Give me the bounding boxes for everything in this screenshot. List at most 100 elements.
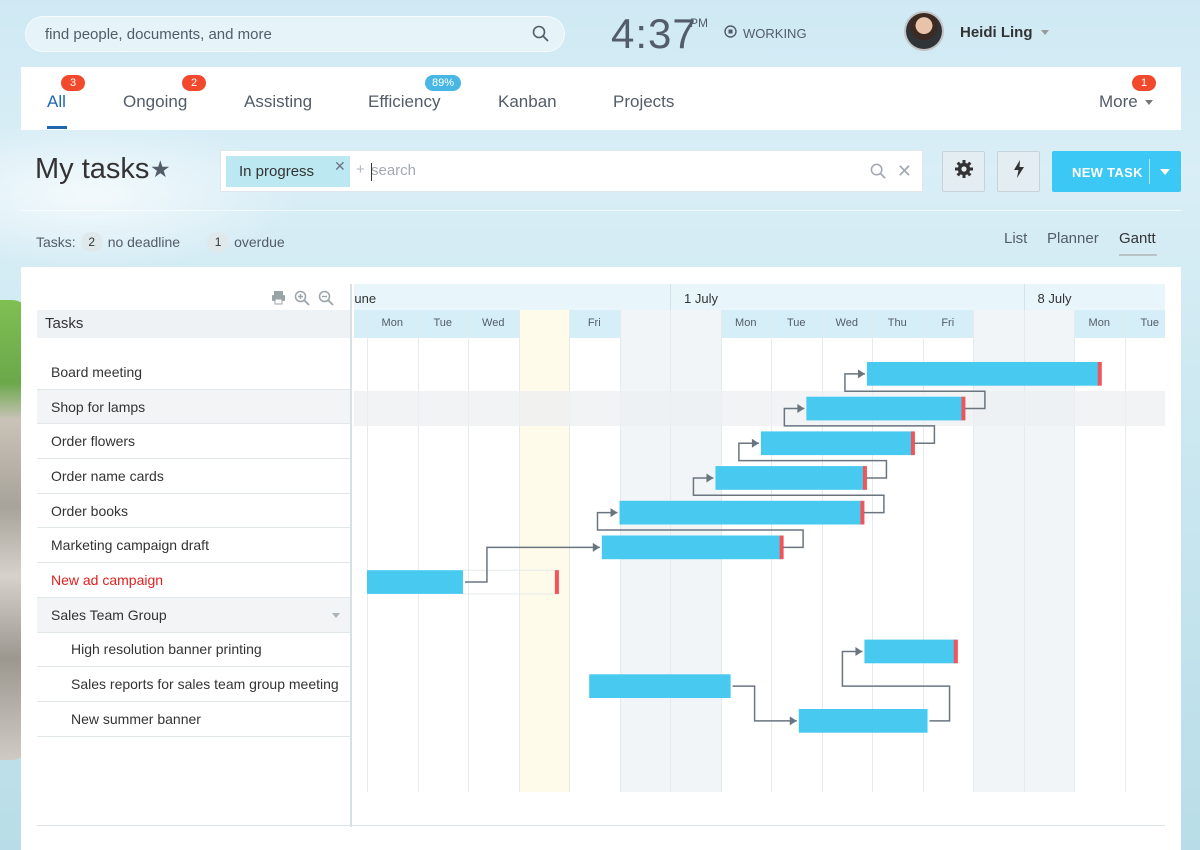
gantt-tools [271, 290, 334, 311]
tab-projects[interactable]: Projects [613, 92, 674, 112]
chevron-down-icon[interactable] [1160, 169, 1170, 175]
overdue-label[interactable]: overdue [234, 234, 285, 250]
user-menu[interactable]: Heidi Ling [960, 24, 1049, 41]
month-label: June [354, 291, 377, 306]
gear-icon [954, 159, 974, 184]
chevron-down-icon [1040, 30, 1049, 35]
lightning-icon [1012, 159, 1026, 184]
task-row[interactable]: Order name cards [37, 459, 350, 494]
day-label: Tue [786, 317, 806, 329]
user-name: Heidi Ling [960, 24, 1033, 41]
tab-efficiency[interactable]: Efficiency [368, 92, 440, 112]
new-task-label: NEW TASK [1072, 165, 1143, 180]
task-name: Order flowers [51, 433, 136, 450]
tab-assisting[interactable]: Assisting [244, 92, 312, 112]
close-icon[interactable]: ✕ [334, 158, 346, 174]
tab-label: Assisting [244, 92, 313, 111]
deadline-marker [779, 535, 784, 560]
task-bar[interactable] [619, 500, 862, 525]
dependency-arrow [857, 369, 865, 379]
search-icon[interactable] [870, 163, 887, 185]
task-row[interactable]: New summer banner [37, 702, 350, 737]
view-list[interactable]: List [1004, 230, 1028, 247]
automation-button[interactable] [997, 151, 1040, 192]
deadline-marker [961, 396, 966, 421]
month-separator [1023, 284, 1025, 310]
tab-all[interactable]: All [47, 92, 66, 112]
task-row[interactable]: Sales reports for sales team group meeti… [37, 667, 350, 702]
task-bar[interactable] [798, 709, 928, 733]
task-row[interactable]: New ad campaign [37, 563, 350, 598]
panel-bottom-border [37, 825, 1165, 826]
task-row[interactable]: Shop for lamps [37, 389, 350, 425]
dependency-arrow [610, 508, 618, 518]
tab-label: Kanban [498, 92, 557, 111]
filter-chip[interactable]: In progress [226, 156, 350, 187]
tab-ongoing[interactable]: Ongoing [123, 92, 187, 112]
clear-icon[interactable]: ✕ [896, 161, 912, 181]
zoom-out-icon[interactable] [318, 290, 334, 311]
dependency-link [596, 511, 804, 549]
new-task-button[interactable]: NEW TASK [1052, 151, 1181, 192]
dependency-arrow [855, 646, 863, 656]
chevron-down-icon[interactable] [332, 612, 340, 618]
deadline-marker [910, 431, 915, 456]
button-separator [1149, 159, 1150, 184]
tasks-column-header: Tasks [37, 310, 350, 338]
day-column [569, 310, 620, 792]
task-bar[interactable] [589, 674, 731, 698]
dependency-arrow [706, 473, 714, 483]
gantt-panel: Tasks Board meeting Shop for lamps Order f… [21, 267, 1181, 850]
task-name: Marketing campaign draft [51, 537, 209, 554]
filter-search-box[interactable]: In progress ✕ + search ✕ [220, 150, 923, 192]
task-bar[interactable] [864, 639, 956, 664]
task-row[interactable]: High resolution banner printing [37, 633, 350, 668]
dependency-arrow [789, 716, 797, 726]
task-bar[interactable] [866, 362, 1100, 386]
no-deadline-count[interactable]: 2 [80, 232, 103, 252]
task-name: Shop for lamps [51, 398, 146, 415]
dependency-link [841, 650, 951, 722]
task-bar[interactable] [601, 535, 782, 560]
view-planner[interactable]: Planner [1047, 230, 1099, 247]
dependency-link [783, 407, 936, 444]
add-filter-icon[interactable]: + [356, 161, 365, 178]
task-name: New ad campaign [51, 572, 164, 589]
task-row[interactable]: Order flowers [37, 424, 350, 460]
settings-button[interactable] [942, 151, 985, 192]
day-label: Mon [1088, 317, 1110, 329]
day-column [1023, 310, 1074, 792]
print-icon[interactable] [271, 290, 286, 311]
task-bar[interactable] [367, 570, 463, 594]
stop-icon [724, 25, 737, 41]
task-group-row[interactable]: Sales Team Group [37, 597, 350, 633]
overdue-count[interactable]: 1 [207, 232, 230, 252]
tab-label: Projects [613, 92, 675, 111]
tab-kanban[interactable]: Kanban [498, 92, 557, 112]
tab-badge: 1 [1132, 75, 1156, 91]
zoom-in-icon[interactable] [294, 290, 310, 311]
avatar[interactable] [904, 11, 944, 51]
global-search-input[interactable]: find people, documents, and more [25, 16, 565, 52]
divider [21, 210, 1181, 211]
task-bar[interactable] [760, 431, 913, 456]
task-row[interactable]: Order books [37, 494, 350, 529]
workday-status[interactable]: WORKING [724, 25, 807, 41]
deadline-marker [554, 570, 559, 594]
day-column [973, 310, 1024, 792]
day-label: Mon [735, 317, 757, 329]
day-column [417, 310, 469, 792]
no-deadline-label[interactable]: no deadline [107, 234, 181, 250]
search-icon[interactable] [532, 25, 550, 48]
day-column [468, 310, 519, 792]
task-row[interactable]: Marketing campaign draft [37, 529, 350, 564]
star-icon[interactable]: ★ [150, 156, 171, 182]
month-label: 8 July [1037, 291, 1072, 306]
task-row[interactable]: Board meeting [37, 355, 350, 390]
tab-more[interactable]: More [1099, 92, 1154, 112]
chevron-down-icon [1145, 100, 1154, 106]
view-gantt[interactable]: Gantt [1119, 230, 1156, 247]
task-bar[interactable] [806, 396, 963, 421]
task-bar[interactable] [715, 466, 865, 490]
day-column [1074, 310, 1125, 792]
